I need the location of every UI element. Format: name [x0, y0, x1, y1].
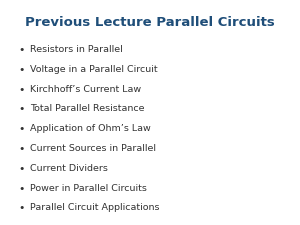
Text: Resistors in Parallel: Resistors in Parallel [30, 45, 123, 54]
Text: •: • [18, 203, 24, 213]
Text: Voltage in a Parallel Circuit: Voltage in a Parallel Circuit [30, 65, 158, 74]
Text: Application of Ohm’s Law: Application of Ohm’s Law [30, 124, 151, 133]
Text: Power in Parallel Circuits: Power in Parallel Circuits [30, 184, 147, 193]
Text: •: • [18, 124, 24, 134]
Text: Parallel Circuit Applications: Parallel Circuit Applications [30, 203, 160, 212]
Text: •: • [18, 85, 24, 94]
Text: Current Sources in Parallel: Current Sources in Parallel [30, 144, 156, 153]
Text: •: • [18, 184, 24, 194]
Text: Current Dividers: Current Dividers [30, 164, 108, 173]
Text: •: • [18, 65, 24, 75]
Text: •: • [18, 45, 24, 55]
Text: •: • [18, 104, 24, 114]
Text: •: • [18, 164, 24, 174]
Text: •: • [18, 144, 24, 154]
Text: Previous Lecture Parallel Circuits: Previous Lecture Parallel Circuits [25, 16, 275, 29]
Text: Kirchhoff’s Current Law: Kirchhoff’s Current Law [30, 85, 141, 94]
Text: Total Parallel Resistance: Total Parallel Resistance [30, 104, 145, 113]
